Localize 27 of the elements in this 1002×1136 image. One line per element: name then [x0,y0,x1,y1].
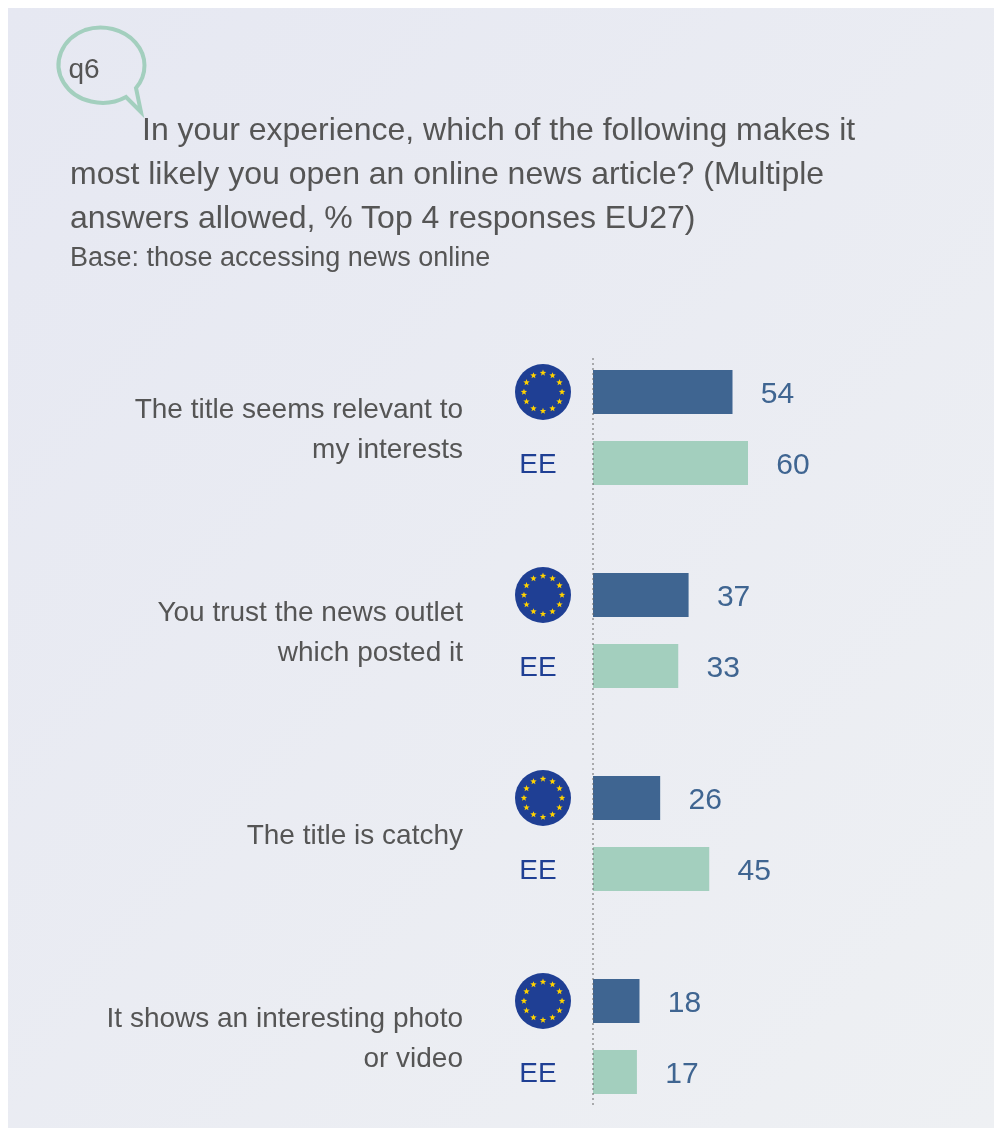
text: EE [519,651,557,682]
bar [593,847,710,891]
bar [593,1050,637,1094]
text: q6 [68,53,100,84]
y-tick-label: It shows an interesting photo or video [106,1001,463,1073]
y-tick-label: The title seems relevant to my interests [134,392,463,464]
data-label: 54 [760,376,795,409]
data-label: 33 [706,650,740,683]
y-tick-label: You trust the news outlet which posted it [157,595,464,667]
bar [593,644,679,688]
bar [593,370,733,414]
data-label: 26 [688,782,722,815]
bar [593,573,689,617]
series-label: EE [519,448,557,479]
text: EE [519,1057,557,1088]
text: EE [519,854,557,885]
data-label: 37 [716,579,751,612]
chart-title: In your experience, which of the following makes it most likely you open an online news article? (Multiple answers allowed, % Top 4 responses EU27) [70,111,856,235]
data-label: 60 [776,447,810,480]
data-label: 45 [737,853,771,886]
y-tick-label: The title is catchy [246,818,463,850]
data-label: 17 [665,1056,699,1089]
data-label: 18 [667,985,702,1018]
bar [593,979,640,1023]
bar [593,441,748,485]
bar [593,776,661,820]
text: Base: those accessing news online [70,242,491,272]
